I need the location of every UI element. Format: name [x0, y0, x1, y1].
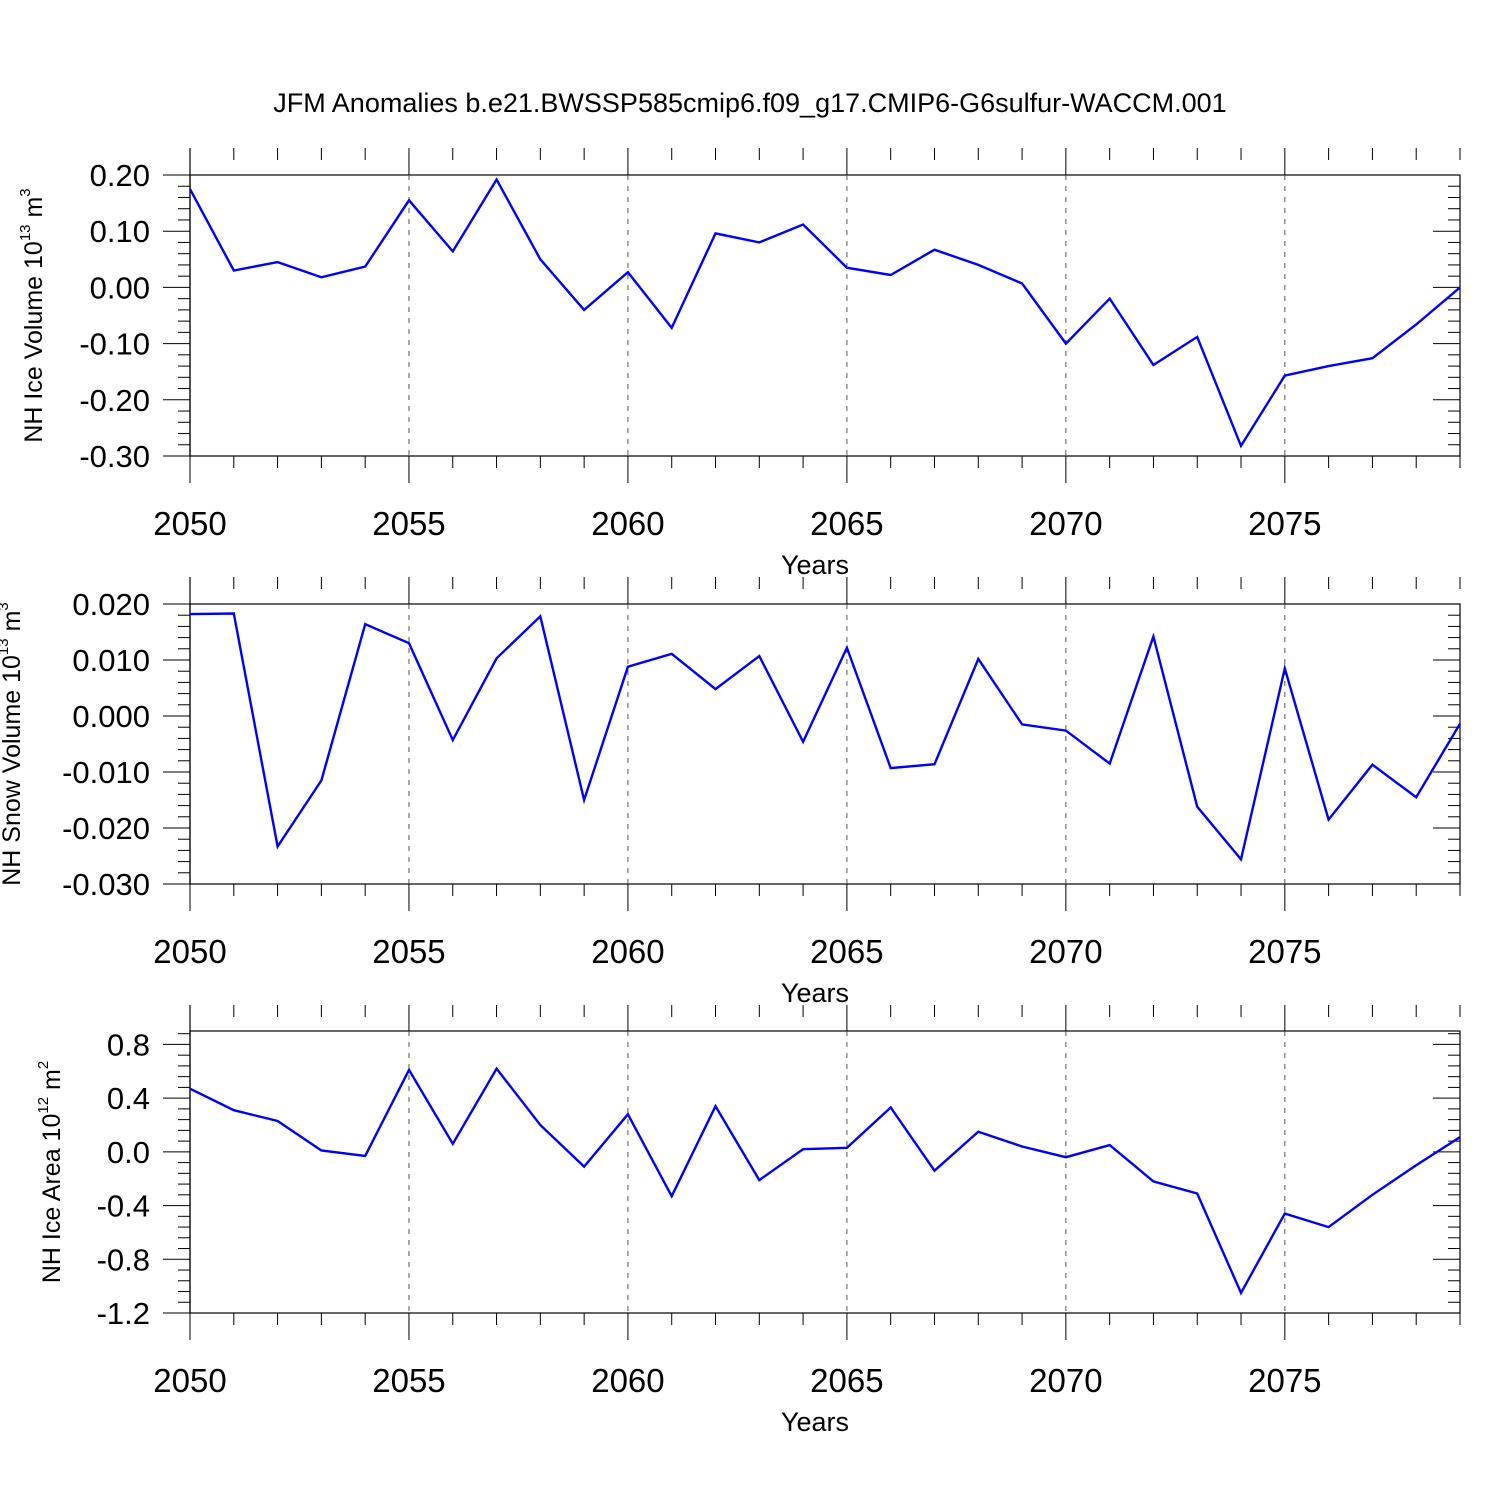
x-tick-label: 2055	[372, 1362, 445, 1399]
x-axis-label: Years	[781, 550, 849, 580]
y-tick-label: 0.010	[72, 643, 150, 678]
y-axis-label-exponent: 13	[17, 224, 34, 241]
y-tick-label: 0.20	[90, 158, 150, 193]
x-tick-label: 2070	[1029, 1362, 1102, 1399]
x-tick-label: 2065	[810, 933, 883, 970]
y-tick-label: -0.030	[62, 867, 150, 902]
panels: 2050 2055 2060 2065 2070 2075 0.20 0.10 0.00 -0.1…	[0, 148, 1462, 1437]
y-axis-label-unit-exponent: 2	[35, 1061, 52, 1069]
y-tick-label: -0.10	[79, 327, 150, 362]
x-tick-label: 2065	[810, 505, 883, 542]
x-tick-label: 2050	[153, 505, 226, 542]
y-tick-label: -0.020	[62, 811, 150, 846]
x-axis-label: Years	[781, 1407, 849, 1437]
chart-title: JFM Anomalies b.e21.BWSSP585cmip6.f09_g1…	[273, 88, 1226, 118]
y-axis-label-main: NH Ice Area 10	[38, 1114, 66, 1284]
y-axis-label-unit: m	[0, 611, 26, 639]
y-tick-label: -0.20	[79, 383, 150, 418]
series-line	[189, 1066, 1461, 1296]
y-tick-label: -1.2	[97, 1296, 150, 1331]
x-tick-label: 2060	[591, 933, 664, 970]
y-axis-label-unit-exponent: 3	[0, 602, 12, 610]
y-axis-label: NH Ice Area 1012 m2	[35, 1061, 66, 1283]
y-tick-label: 0.4	[107, 1081, 150, 1116]
y-axis-label-main: NH Snow Volume 10	[0, 655, 26, 886]
panel-2: 2050 2055 2060 2065 2070 2075 0.020 0.010 0.000 -…	[0, 577, 1462, 1008]
series-line	[189, 612, 1462, 863]
y-tick-label: -0.30	[79, 439, 150, 474]
y-tick-label: -0.4	[97, 1189, 150, 1224]
plot-frame	[189, 174, 1461, 457]
series-line	[188, 177, 1461, 449]
y-axis-label-unit: m	[20, 197, 48, 225]
x-tick-label: 2050	[153, 933, 226, 970]
y-tick-label: 0.8	[107, 1027, 150, 1062]
x-tick-label: 2070	[1029, 505, 1102, 542]
y-axis-label-main: NH Ice Volume 10	[20, 241, 48, 443]
y-axis-label-exponent: 13	[0, 638, 12, 655]
x-tick-label: 2060	[591, 1362, 664, 1399]
y-axis-label: NH Snow Volume 1013 m3	[0, 602, 26, 886]
x-tick-label: 2065	[810, 1362, 883, 1399]
y-axis-label-unit-exponent: 3	[17, 188, 34, 196]
plot-frame	[189, 1030, 1461, 1314]
plot-frame	[189, 603, 1461, 885]
y-tick-label: 0.000	[72, 699, 150, 734]
y-tick-label: 0.10	[90, 214, 150, 249]
x-tick-label: 2055	[372, 505, 445, 542]
y-axis-label-unit: m	[38, 1069, 66, 1097]
y-tick-label: 0.020	[72, 587, 150, 622]
y-tick-label: -0.8	[97, 1242, 150, 1277]
x-tick-label: 2070	[1029, 933, 1102, 970]
y-tick-label: -0.010	[62, 755, 150, 790]
panel-1: 2050 2055 2060 2065 2070 2075 0.20 0.10 0.00 -0.1…	[17, 148, 1461, 580]
y-axis-label-exponent: 12	[35, 1097, 52, 1114]
x-tick-label: 2075	[1248, 1362, 1321, 1399]
y-tick-label: 0.00	[90, 270, 150, 305]
y-axis-label: NH Ice Volume 1013 m3	[17, 188, 48, 442]
y-tick-label: 0.0	[107, 1135, 150, 1170]
x-tick-label: 2055	[372, 933, 445, 970]
x-tick-label: 2050	[153, 1362, 226, 1399]
x-axis-label: Years	[781, 978, 849, 1008]
x-tick-label: 2060	[591, 505, 664, 542]
x-tick-label: 2075	[1248, 505, 1321, 542]
panel-3: 2050 2055 2060 2065 2070 2075 0.8 0.4 0.0 -0.4 -0.…	[35, 1005, 1461, 1437]
x-tick-label: 2075	[1248, 933, 1321, 970]
